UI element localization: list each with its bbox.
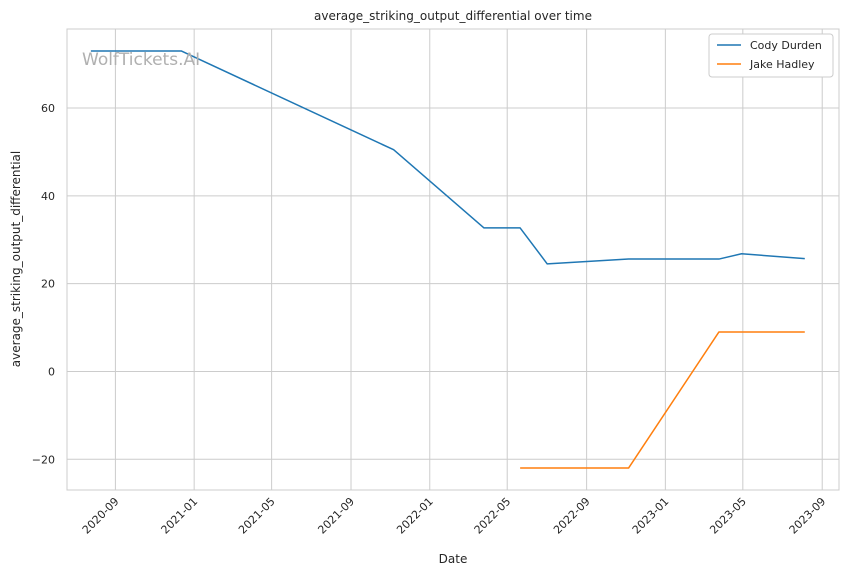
y-tick-label: 0: [48, 365, 55, 378]
x-axis-ticks: 2020-09 2021-01 2021-05 2021-09 2022-01 2022-…: [80, 495, 829, 537]
x-tick-label: 2020-09: [80, 495, 122, 537]
legend: Cody Durden Jake Hadley: [708, 33, 834, 78]
x-tick-label: 2021-01: [159, 495, 201, 537]
grid: [67, 29, 839, 490]
series-line-0: [90, 50, 805, 265]
series-line-1: [520, 331, 805, 469]
y-axis-ticks: −20 0 20 40 60: [32, 102, 55, 466]
y-tick-label: 40: [41, 190, 55, 203]
legend-label-1: Jake Hadley: [749, 58, 815, 71]
x-tick-label: 2021-09: [315, 495, 357, 537]
y-tick-label: 60: [41, 102, 55, 115]
x-tick-label: 2022-09: [551, 495, 593, 537]
watermark: WolfTickets.AI: [82, 50, 200, 70]
plot-frame: [66, 28, 840, 491]
x-tick-label: 2022-05: [472, 495, 514, 537]
x-tick-label: 2021-05: [236, 495, 278, 537]
chart-title: average_striking_output_differential ove…: [314, 9, 592, 23]
x-tick-label: 2023-01: [630, 495, 672, 537]
x-tick-label: 2022-01: [394, 495, 436, 537]
x-tick-label: 2023-09: [787, 495, 829, 537]
y-tick-label: 20: [41, 278, 55, 291]
y-tick-label: −20: [32, 453, 55, 466]
series-layer: [90, 50, 805, 469]
x-tick-label: 2023-05: [707, 495, 749, 537]
x-axis-title: Date: [439, 552, 468, 566]
y-axis-title: average_striking_output_differential: [9, 151, 23, 367]
legend-label-0: Cody Durden: [750, 39, 822, 52]
